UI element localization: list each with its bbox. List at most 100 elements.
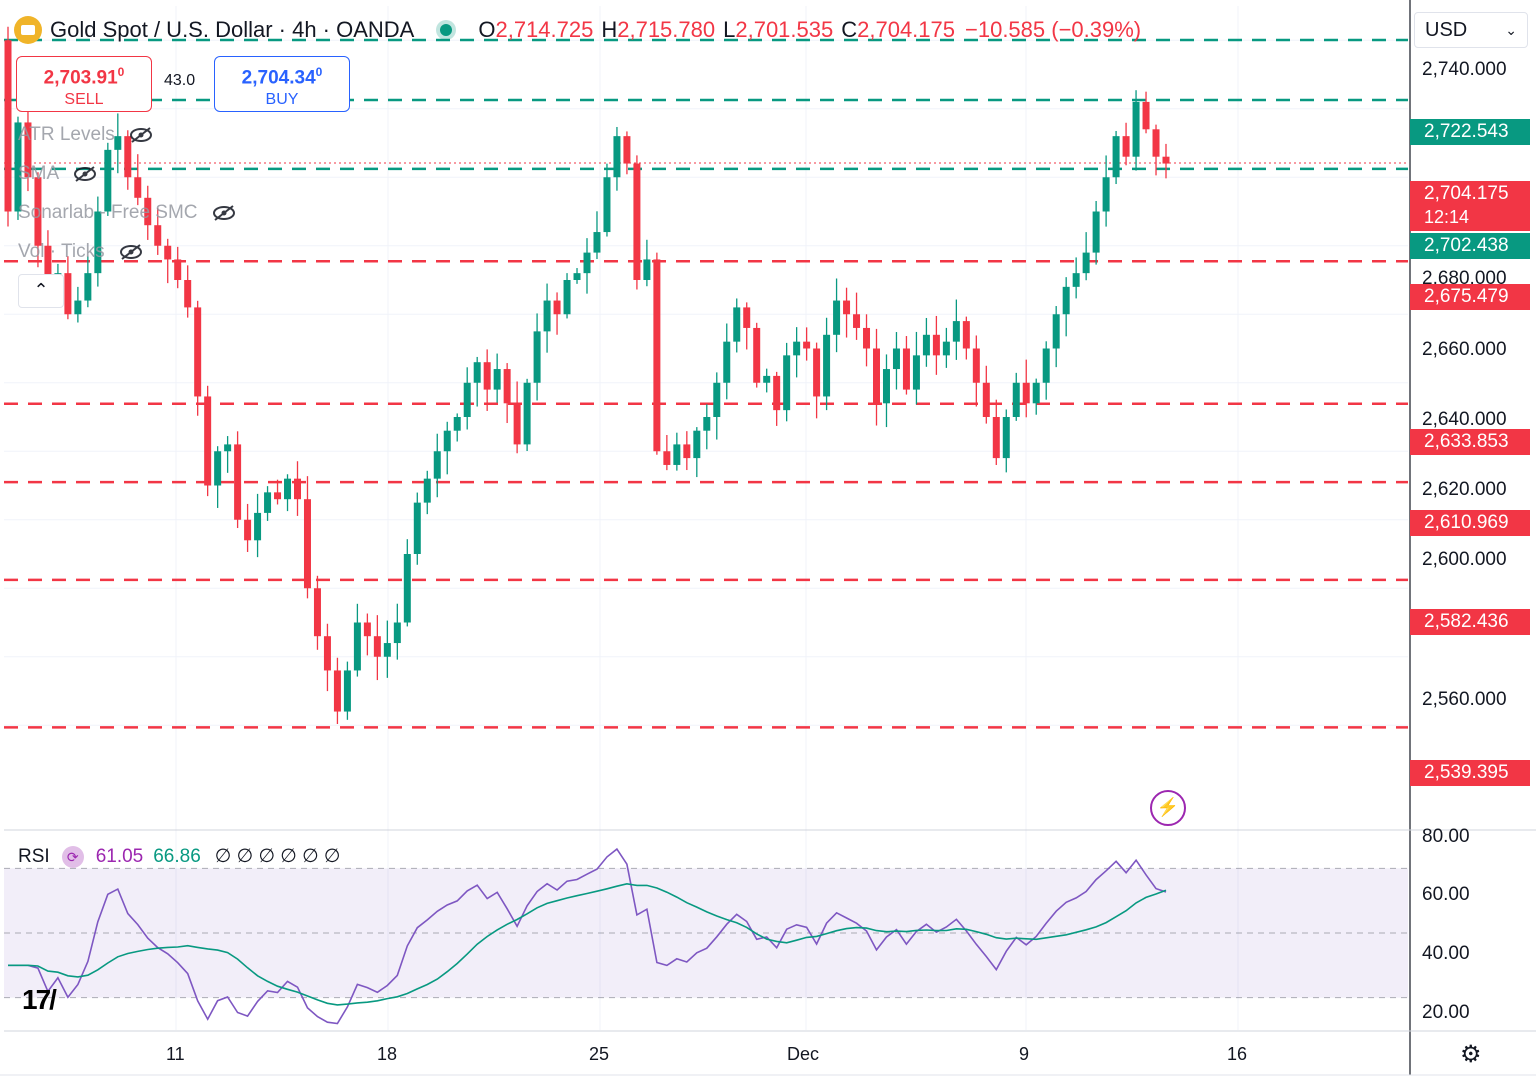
candle-body: [1042, 348, 1050, 383]
candle-body: [623, 136, 631, 164]
candle-body: [423, 478, 431, 503]
close-label: C: [841, 17, 858, 42]
symbol-title[interactable]: Gold Spot / U.S. Dollar · 4h · OANDA: [50, 17, 415, 42]
time-axis-label: 25: [589, 1044, 610, 1064]
tradingview-logo-icon[interactable]: 17/: [22, 984, 57, 1015]
price-tag-atr-2539: 2,539.395: [1410, 760, 1530, 786]
time-axis-label: 9: [1019, 1044, 1030, 1064]
price-tag-atr-2582: 2,582.436: [1410, 609, 1530, 635]
candle-body: [922, 334, 930, 356]
indicator-atr-levels[interactable]: ATR Levels: [18, 124, 153, 146]
candle-body: [793, 341, 801, 356]
candle-body: [144, 197, 152, 226]
candle-body: [303, 499, 311, 589]
candle-body: [393, 622, 401, 644]
candle-body: [753, 327, 761, 383]
hidden-eye-icon[interactable]: [212, 205, 236, 221]
candle-body: [104, 149, 112, 212]
current-price-tag: 2,704.175 12:14: [1410, 181, 1530, 231]
candle-body: [643, 259, 651, 280]
candle-body: [1102, 177, 1110, 212]
candle-body: [823, 334, 831, 397]
indicator-sma[interactable]: SMA: [18, 163, 97, 185]
candle-body: [912, 355, 920, 390]
rsi-pane-background: [4, 867, 1408, 999]
rsi-axis-label: 40.00: [1422, 943, 1470, 964]
candle-body: [204, 396, 212, 486]
candle-body: [613, 136, 621, 178]
candle-body: [1052, 314, 1060, 349]
candle-body: [383, 643, 391, 657]
candle-body: [353, 622, 361, 671]
hidden-eye-icon[interactable]: [129, 127, 153, 143]
indicator-sonarlab-smc[interactable]: Sonarlab - Free SMC: [18, 202, 236, 224]
time-axis-label: Dec: [787, 1044, 820, 1064]
currency-select[interactable]: USD ⌄: [1414, 12, 1528, 48]
sell-price-sup: 0: [117, 65, 125, 79]
price-axis-label: 2,620.000: [1422, 479, 1507, 500]
buy-label: BUY: [265, 91, 299, 109]
refresh-icon[interactable]: ⟳: [61, 845, 84, 868]
candle-body: [194, 307, 202, 397]
low-label: L: [723, 17, 736, 42]
candle-body: [723, 341, 731, 383]
candle-body: [24, 122, 32, 178]
rsi-legend[interactable]: RSI ⟳ 61.05 66.86 ∅ ∅ ∅ ∅ ∅ ∅: [18, 845, 340, 868]
flash-icon[interactable]: ⚡: [1150, 790, 1186, 826]
candle-body: [843, 300, 851, 315]
candle-body: [873, 348, 880, 404]
rsi-label: RSI: [18, 845, 50, 867]
candle-body: [962, 321, 970, 349]
bar-countdown: 12:14: [1424, 207, 1470, 227]
candle-body: [892, 348, 900, 370]
candle-body: [813, 348, 821, 397]
hidden-eye-icon[interactable]: [73, 166, 97, 182]
time-axis-label: 11: [166, 1044, 185, 1064]
buy-button[interactable]: 2,704.340 BUY: [214, 56, 350, 112]
candle-body: [703, 417, 711, 431]
high-label: H: [601, 17, 618, 42]
rsi-axis-label: 20.00: [1422, 1002, 1470, 1023]
indicator-vol-ticks[interactable]: Vol · Ticks: [18, 241, 143, 263]
candle-body: [553, 300, 561, 315]
currency-value: USD: [1425, 18, 1468, 41]
candle-body: [633, 163, 641, 280]
indicator-label: ATR Levels: [18, 124, 115, 145]
sell-price: 2,703.91: [43, 67, 118, 89]
hidden-eye-icon[interactable]: [119, 244, 143, 260]
candle-body: [593, 232, 601, 253]
sell-button[interactable]: 2,703.910 SELL: [16, 56, 152, 112]
candle-body: [942, 341, 950, 356]
candle-body: [483, 362, 491, 390]
candle-body: [503, 369, 511, 404]
candle-body: [1072, 273, 1080, 287]
candle-body: [224, 444, 232, 452]
candle-body: [713, 382, 721, 417]
gear-icon[interactable]: ⚙: [1460, 1041, 1482, 1068]
price-axis-label: 2,560.000: [1422, 689, 1507, 710]
price-tag-atr-2633: 2,633.853: [1410, 429, 1530, 455]
buy-price-sup: 0: [315, 65, 323, 79]
candle-body: [902, 348, 910, 390]
candle-body: [992, 417, 1000, 459]
candle-body: [533, 331, 541, 383]
candle-body: [134, 177, 142, 198]
open-label: O: [478, 17, 496, 42]
candle-body: [114, 136, 122, 150]
collapse-legend-button[interactable]: ⌃: [18, 274, 64, 308]
candle-body: [543, 300, 551, 332]
indicator-label: SMA: [18, 163, 60, 184]
current-price: 2,704.175: [1424, 183, 1509, 204]
candle-body: [44, 245, 52, 287]
candle-body: [1132, 101, 1140, 157]
candle-body: [403, 554, 411, 623]
candle-body: [583, 252, 591, 274]
candle-body: [473, 362, 481, 383]
candle-body: [284, 478, 292, 500]
candle-body: [244, 519, 252, 541]
candle-body: [124, 136, 132, 178]
price-tag-atr-2610: 2,610.969: [1410, 510, 1530, 536]
candle-body: [373, 636, 381, 657]
candle-body: [952, 321, 960, 342]
